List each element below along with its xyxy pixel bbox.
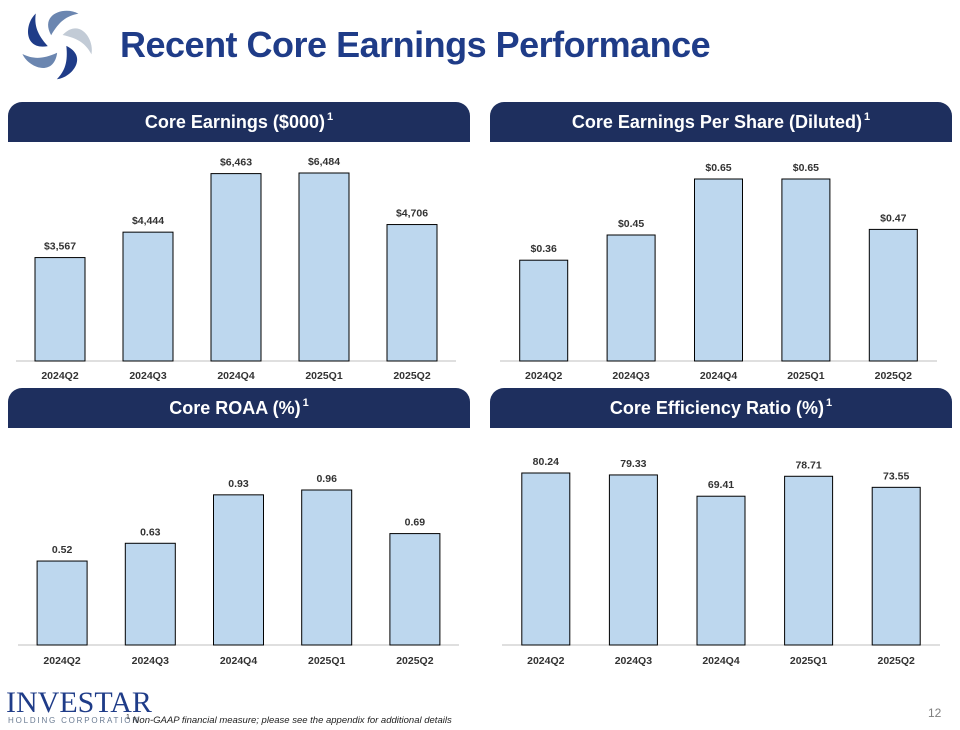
panel-title-superscript: 1: [825, 397, 833, 409]
company-subtitle: HOLDING CORPORATION: [8, 716, 140, 725]
bar-2024Q4: [213, 494, 264, 646]
panel-title: Core ROAA (%): [169, 397, 301, 418]
bar-2025Q1: [301, 489, 353, 646]
bar-2024Q3: [122, 231, 174, 362]
data-label: 0.63: [140, 526, 161, 538]
footnote-marker: 1: [126, 714, 130, 721]
page-number: 12: [928, 706, 942, 720]
data-label: $3,567: [44, 241, 76, 253]
data-label: 0.69: [405, 517, 426, 529]
bar-2024Q2: [519, 259, 569, 362]
bar-2024Q4: [694, 178, 743, 362]
x-tick-label: 2024Q3: [612, 370, 650, 382]
bar-2025Q2: [871, 486, 921, 646]
data-label: $0.47: [880, 212, 906, 224]
data-label: $4,706: [396, 208, 428, 220]
x-tick-label: 2024Q2: [41, 370, 79, 382]
data-label: 0.93: [228, 478, 249, 490]
bar-2024Q3: [608, 474, 658, 646]
data-label: 0.52: [52, 544, 73, 556]
x-tick-label: 2025Q1: [308, 655, 346, 667]
bar-2025Q1: [781, 178, 831, 362]
bar-2025Q2: [386, 224, 438, 362]
bar-2025Q1: [784, 475, 834, 646]
panel-title-superscript: 1: [302, 397, 309, 409]
bar-2025Q2: [868, 228, 918, 362]
data-label: 73.55: [883, 470, 909, 482]
x-tick-label: 2024Q3: [615, 655, 653, 667]
x-tick-label: 2024Q4: [700, 370, 738, 382]
footnote: 1 Non-GAAP financial measure; please see…: [126, 714, 452, 726]
bar-2024Q2: [36, 560, 88, 646]
x-tick-label: 2024Q4: [220, 655, 258, 667]
company-logo-icon: [22, 10, 92, 80]
data-label: 79.33: [620, 458, 646, 470]
panel-title: Core Earnings Per Share (Diluted): [571, 111, 862, 132]
panel-header-core-efficiency: Core Efficiency Ratio (%) 1: [490, 388, 952, 428]
x-tick-label: 2025Q1: [787, 370, 825, 382]
x-tick-label: 2025Q2: [875, 370, 913, 382]
bar-2024Q3: [124, 542, 176, 646]
panel-header-core-earnings: Core Earnings ($000) 1: [8, 102, 470, 142]
footnote-text: Non-GAAP financial measure; please see t…: [132, 715, 452, 727]
data-label: $0.65: [793, 162, 819, 174]
x-tick-label: 2024Q3: [129, 370, 167, 382]
x-tick-label: 2025Q1: [790, 655, 828, 667]
bar-2024Q4: [210, 173, 262, 362]
x-tick-label: 2024Q4: [217, 370, 255, 382]
panel-header-core-eps: Core Earnings Per Share (Diluted) 1: [490, 102, 952, 142]
data-label: $6,484: [308, 156, 340, 168]
x-tick-label: 2025Q1: [305, 370, 343, 382]
data-label: 0.96: [316, 473, 337, 485]
x-tick-label: 2024Q2: [43, 655, 81, 667]
data-label: 78.71: [795, 459, 821, 471]
panel-title: Core Earnings ($000): [144, 111, 325, 132]
data-label: 80.24: [533, 456, 559, 468]
x-tick-label: 2025Q2: [393, 370, 431, 382]
x-tick-label: 2024Q4: [702, 655, 740, 667]
x-tick-label: 2025Q2: [396, 655, 434, 667]
page-title: Recent Core Earnings Performance: [120, 24, 711, 65]
bar-2025Q2: [389, 533, 441, 646]
bar-2024Q4: [696, 495, 746, 646]
x-tick-label: 2024Q2: [525, 370, 563, 382]
company-name-logo: INVESTAR: [6, 686, 152, 719]
panel-title: Core Efficiency Ratio (%): [609, 397, 824, 418]
panel-title-superscript: 1: [326, 111, 334, 123]
bar-2024Q2: [34, 257, 86, 362]
panel-title-superscript: 1: [863, 111, 871, 123]
data-label: $0.45: [618, 218, 644, 230]
data-label: $0.65: [705, 162, 731, 174]
data-label: $4,444: [132, 215, 164, 227]
x-tick-label: 2024Q3: [132, 655, 170, 667]
data-label: $0.36: [531, 243, 557, 255]
x-tick-label: 2025Q2: [878, 655, 916, 667]
bar-2025Q1: [298, 172, 350, 362]
data-label: $6,463: [220, 157, 252, 169]
x-tick-label: 2024Q2: [527, 655, 565, 667]
bar-2024Q3: [606, 234, 656, 362]
bar-2024Q2: [521, 472, 571, 646]
panel-header-core-roaa: Core ROAA (%) 1: [8, 388, 470, 428]
data-label: 69.41: [708, 479, 734, 491]
